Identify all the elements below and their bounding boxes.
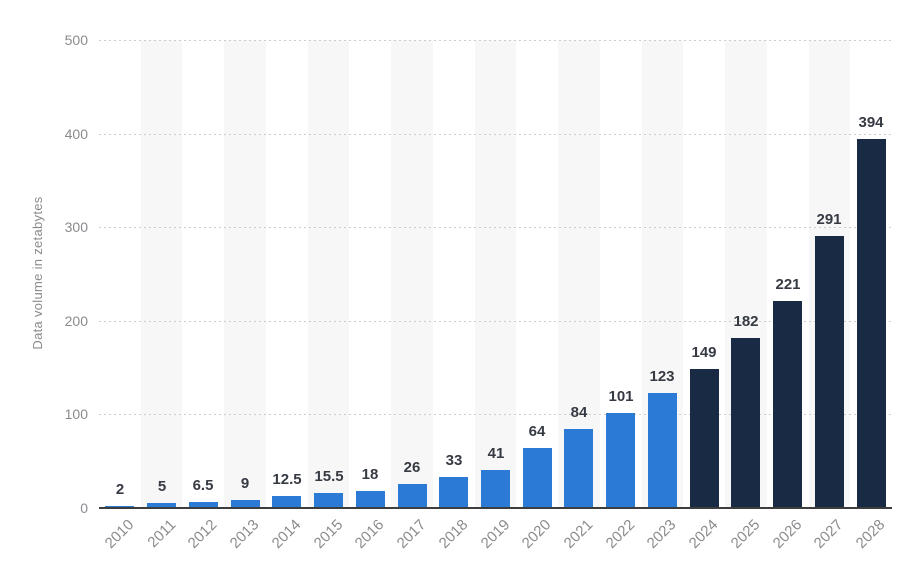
y-tick-label-400: 400 xyxy=(64,126,88,142)
value-label-2017: 26 xyxy=(403,459,421,476)
value-label-2021: 84 xyxy=(570,404,588,421)
bar-2018 xyxy=(439,477,468,508)
x-tick-label-2023: 2023 xyxy=(643,516,680,552)
bar-2023 xyxy=(648,393,677,508)
gridline-400 xyxy=(99,134,892,135)
bar-2027 xyxy=(815,236,844,508)
bar-2028 xyxy=(857,139,886,508)
bar-2014 xyxy=(272,496,301,508)
x-tick-label-2021: 2021 xyxy=(560,516,597,552)
x-tick-label-2010: 2010 xyxy=(101,516,138,552)
y-tick-label-0: 0 xyxy=(80,500,88,516)
bar-2020 xyxy=(523,448,552,508)
gridline-500 xyxy=(99,40,892,41)
bar-2011 xyxy=(147,503,176,508)
x-tick-label-2028: 2028 xyxy=(852,516,889,552)
value-label-2015: 15.5 xyxy=(314,468,344,485)
y-tick-label-200: 200 xyxy=(64,313,88,329)
value-label-2010: 2 xyxy=(115,481,125,498)
value-label-2012: 6.5 xyxy=(192,477,214,494)
x-tick-label-2024: 2024 xyxy=(685,516,722,552)
value-label-2011: 5 xyxy=(157,478,167,495)
bar-2021 xyxy=(564,429,593,508)
x-axis-line xyxy=(99,507,892,509)
value-label-2023: 123 xyxy=(649,368,675,385)
value-label-2024: 149 xyxy=(691,344,717,361)
x-tick-label-2027: 2027 xyxy=(810,516,847,552)
gridline-300 xyxy=(99,227,892,228)
bar-2013 xyxy=(231,500,260,508)
bar-2026 xyxy=(773,301,802,508)
x-tick-label-2017: 2017 xyxy=(393,516,430,552)
x-tick-label-2019: 2019 xyxy=(477,516,514,552)
column-band-2019 xyxy=(474,40,517,508)
value-label-2026: 221 xyxy=(775,276,801,293)
value-label-2025: 182 xyxy=(733,313,759,330)
bar-2025 xyxy=(731,338,760,508)
x-tick-label-2011: 2011 xyxy=(144,516,180,552)
x-tick-label-2016: 2016 xyxy=(351,516,388,552)
x-tick-label-2025: 2025 xyxy=(727,516,764,552)
x-tick-label-2014: 2014 xyxy=(268,516,305,552)
value-label-2019: 41 xyxy=(487,445,505,462)
x-tick-label-2013: 2013 xyxy=(226,516,263,552)
column-band-2017 xyxy=(391,40,433,508)
value-label-2020: 64 xyxy=(528,423,546,440)
bar-2015 xyxy=(314,493,343,508)
gridline-100 xyxy=(99,414,892,415)
x-tick-label-2022: 2022 xyxy=(602,516,639,552)
value-label-2018: 33 xyxy=(445,452,463,469)
value-label-2027: 291 xyxy=(816,211,842,228)
bar-2022 xyxy=(606,413,635,508)
value-label-2014: 12.5 xyxy=(272,471,302,488)
column-band-2015 xyxy=(307,40,350,508)
y-tick-label-100: 100 xyxy=(64,406,88,422)
y-tick-label-300: 300 xyxy=(64,219,88,235)
bar-2019 xyxy=(481,470,510,508)
value-label-2016: 18 xyxy=(361,466,379,483)
column-band-2011 xyxy=(140,40,183,508)
x-tick-label-2018: 2018 xyxy=(435,516,472,552)
gridline-200 xyxy=(99,321,892,322)
value-label-2022: 101 xyxy=(608,388,634,405)
column-band-2013 xyxy=(224,40,266,508)
x-tick-label-2015: 2015 xyxy=(310,516,347,552)
x-tick-label-2012: 2012 xyxy=(184,516,221,552)
x-tick-label-2020: 2020 xyxy=(518,516,555,552)
bar-2012 xyxy=(189,502,218,508)
y-tick-label-500: 500 xyxy=(64,32,88,48)
bar-2024 xyxy=(690,369,719,508)
bar-2016 xyxy=(356,491,385,508)
bar-2017 xyxy=(398,484,427,508)
value-label-2028: 394 xyxy=(858,114,884,131)
x-tick-label-2026: 2026 xyxy=(769,516,806,552)
value-label-2013: 9 xyxy=(240,475,250,492)
